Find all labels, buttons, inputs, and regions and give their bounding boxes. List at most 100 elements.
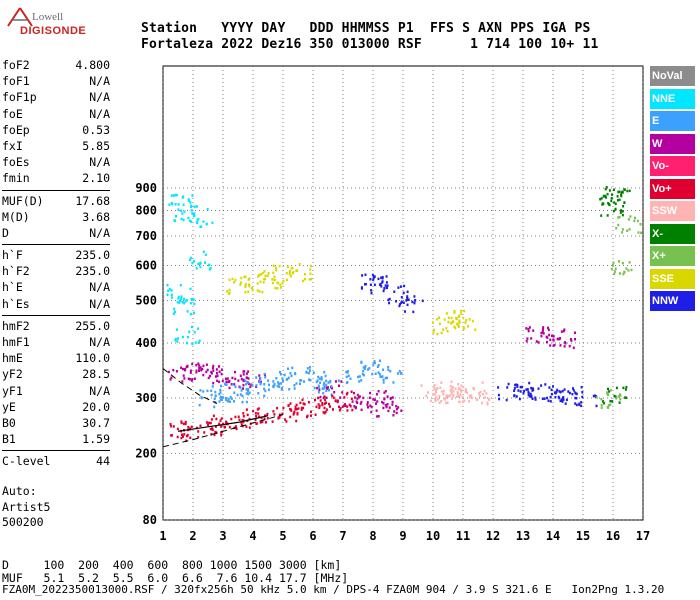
data-point-vo- — [208, 421, 211, 425]
data-point-e — [283, 373, 286, 377]
data-point-nnw — [534, 398, 537, 401]
data-point-vo- — [264, 421, 267, 424]
data-point-e — [363, 367, 366, 370]
data-point-x- — [630, 268, 633, 272]
data-point-w — [202, 364, 205, 368]
data-point-e — [330, 385, 333, 388]
data-point-w — [369, 391, 372, 395]
data-point-e — [362, 373, 365, 377]
data-point-w — [195, 363, 198, 367]
param-row: C-level 44 — [2, 454, 110, 470]
x-tick-label: 14 — [546, 529, 560, 543]
data-point-nnw — [387, 298, 390, 302]
data-point-w — [382, 402, 385, 405]
data-point-nne — [204, 261, 206, 264]
data-point-x- — [614, 270, 617, 273]
legend-item: E — [650, 111, 695, 131]
data-point-w — [245, 376, 248, 379]
data-point-vo- — [346, 405, 349, 408]
data-point-sse — [309, 272, 312, 275]
data-point-x- — [609, 403, 612, 406]
data-point-nnw — [364, 273, 367, 276]
data-point-nne — [195, 221, 198, 224]
data-point-w — [386, 395, 389, 398]
legend-item: X+ — [650, 246, 695, 266]
data-point-w — [206, 368, 209, 372]
data-point-w — [190, 379, 193, 382]
data-point-x- — [622, 386, 625, 390]
data-point-w — [549, 344, 552, 347]
data-point-e — [263, 394, 266, 398]
data-point-w — [391, 400, 394, 404]
data-point-vo- — [184, 420, 187, 424]
data-point-vo- — [176, 435, 179, 439]
data-point-e — [321, 387, 324, 390]
data-point-vo- — [180, 436, 183, 440]
data-point-w — [214, 375, 217, 378]
data-point-vo- — [207, 423, 209, 426]
data-point-nne — [193, 302, 196, 306]
data-point-w — [528, 326, 531, 329]
data-point-e — [299, 382, 301, 385]
logo-text-lowell: Lowell — [32, 11, 64, 23]
data-point-sse — [462, 327, 465, 330]
data-point-sse — [458, 319, 461, 322]
data-point-w — [220, 368, 223, 371]
data-point-nnw — [382, 289, 385, 293]
data-point-nne — [188, 199, 190, 202]
data-point-w — [212, 381, 215, 385]
data-point-sse — [291, 271, 294, 275]
data-point-ssw — [447, 395, 450, 398]
data-point-e — [227, 397, 230, 401]
data-point-nnw — [369, 283, 372, 286]
data-point-nne — [166, 283, 169, 287]
data-point-e — [199, 389, 202, 392]
param-value: N/A — [89, 106, 110, 121]
data-point-w — [199, 366, 202, 369]
data-point-ssw — [481, 401, 483, 405]
data-point-e — [277, 381, 280, 384]
data-point-sse — [264, 274, 267, 277]
data-point-vo- — [223, 426, 226, 429]
data-point-ssw — [445, 396, 448, 399]
data-point-ssw — [457, 387, 460, 391]
data-point-w — [211, 366, 214, 370]
param-value: N/A — [89, 335, 110, 349]
data-point-vo- — [187, 425, 190, 429]
data-point-vo- — [170, 434, 173, 437]
data-point-w — [169, 378, 172, 381]
data-point-w — [360, 408, 363, 412]
data-point-x- — [614, 395, 617, 398]
data-point-nnw — [574, 402, 577, 405]
data-point-nne — [181, 196, 184, 199]
data-point-w — [527, 329, 530, 333]
data-point-sse — [450, 322, 453, 325]
data-point-nnw — [554, 391, 557, 394]
data-point-e — [382, 368, 385, 371]
data-point-vo- — [297, 407, 300, 410]
data-point-w — [390, 396, 392, 400]
data-point-nne — [174, 203, 177, 206]
data-point-nnw — [547, 399, 550, 402]
data-point-nnw — [383, 287, 386, 290]
data-point-e — [289, 371, 292, 375]
data-point-sse — [474, 328, 477, 331]
data-point-w — [242, 373, 245, 376]
data-point-x- — [640, 231, 643, 235]
data-point-w — [237, 379, 240, 382]
data-point-vo- — [324, 410, 327, 414]
data-point-sse — [286, 278, 288, 282]
data-point-w — [540, 334, 543, 338]
data-point-e — [230, 397, 233, 400]
data-point-x- — [625, 267, 628, 270]
data-point-ssw — [468, 400, 471, 403]
data-point-nnw — [552, 385, 554, 388]
data-point-vo- — [324, 398, 327, 402]
data-point-ssw — [451, 397, 453, 400]
data-point-nnw — [388, 301, 391, 305]
data-point-sse — [243, 275, 246, 279]
data-point-x- — [614, 267, 617, 270]
data-point-e — [345, 375, 348, 379]
data-point-e — [381, 375, 384, 378]
data-point-x- — [627, 269, 630, 272]
